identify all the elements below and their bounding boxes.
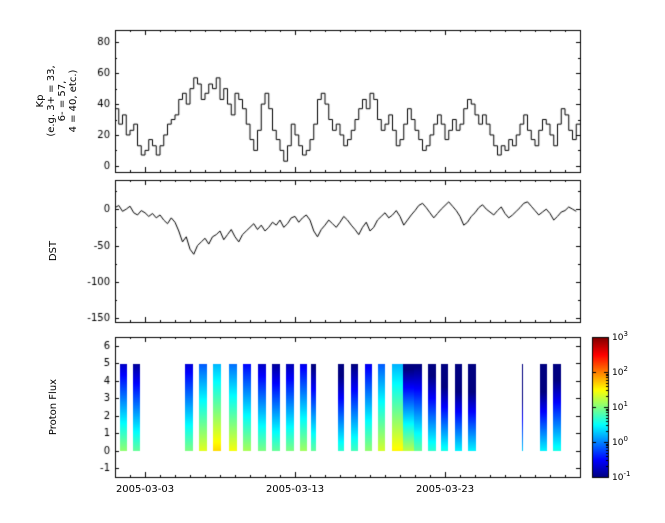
colorbar-tick-label: 103 — [612, 330, 628, 343]
colorbar-tick-label: 102 — [612, 365, 628, 378]
x-tick-label-3: 2005-03-23 — [415, 484, 475, 495]
colorbar-tick-label: 100 — [612, 435, 628, 448]
proton-flux-axis-label: Proton Flux — [48, 378, 59, 436]
colorbar-tick-label: 10-1 — [612, 470, 631, 483]
dst-axis-label: DST — [48, 240, 59, 262]
x-tick-label-2: 2005-03-13 — [265, 484, 325, 495]
x-tick-label-1: 2005-03-03 — [115, 484, 175, 495]
kp-axis-label: Kp (e.g. 3+ = 33, 6- = 57, 4 = 40, etc.) — [35, 65, 79, 137]
colorbar-tick-label: 101 — [612, 400, 628, 413]
